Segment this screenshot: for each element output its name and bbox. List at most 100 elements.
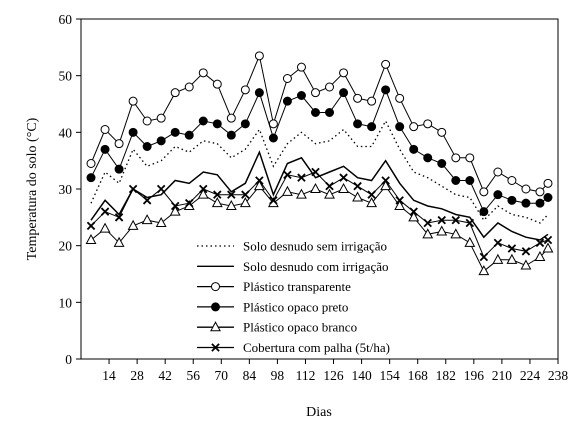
data-point [212, 79, 222, 89]
data-point [507, 176, 517, 185]
data-point [155, 216, 167, 227]
data-point [479, 187, 489, 197]
legend-item: Cobertura com palha (5t/ha) [197, 340, 390, 355]
data-point [437, 159, 447, 168]
data-point [353, 93, 363, 103]
data-point [100, 207, 110, 216]
legend-item: Solo desnudo sem irrigação [197, 239, 387, 254]
data-point [211, 302, 220, 312]
data-point [353, 119, 363, 129]
data-point [465, 176, 475, 185]
data-point [352, 191, 364, 202]
x-tick-label: 112 [296, 368, 316, 383]
data-point [142, 142, 152, 151]
data-point [128, 127, 138, 137]
data-point [114, 139, 124, 149]
series-line [90, 54, 549, 193]
data-point [437, 215, 446, 225]
data-point [395, 196, 404, 205]
data-point [409, 144, 419, 154]
series-line [90, 171, 549, 258]
data-point [521, 198, 531, 208]
series-4 [85, 180, 554, 276]
data-point [297, 173, 306, 182]
data-point [212, 119, 222, 129]
data-point [465, 153, 475, 163]
y-tick-label: 40 [59, 125, 73, 140]
data-point [156, 136, 166, 146]
data-point [543, 178, 553, 188]
data-point [128, 184, 138, 194]
legend-label: Plástico opaco branco [243, 320, 357, 335]
x-tick-label: 168 [408, 368, 429, 383]
data-point [367, 122, 377, 132]
x-tick-label: 28 [130, 368, 144, 383]
legend-label: Plástico opaco preto [243, 299, 348, 314]
data-point [423, 119, 433, 129]
data-point [156, 184, 166, 194]
y-axis-title: Temperatura do solo (°C) [25, 117, 40, 260]
data-point [170, 201, 180, 211]
data-point [184, 82, 194, 92]
data-point [283, 170, 292, 180]
data-point [197, 188, 209, 199]
x-tick-label: 70 [215, 368, 229, 383]
x-tick-label: 84 [243, 368, 257, 383]
x-tick-label: 196 [464, 368, 485, 383]
data-point [86, 159, 96, 168]
data-point [507, 244, 517, 253]
legend-label: Solo desnudo sem irrigação [243, 239, 387, 254]
x-axis: 14 28 42 56 70 84 98 112 126 140 154 168 182 196 210 22… [102, 359, 568, 383]
data-point [381, 59, 391, 69]
data-point [325, 82, 335, 92]
data-point [282, 96, 292, 106]
x-tick-label: 224 [520, 368, 541, 383]
legend-label: Solo desnudo com irrigação [243, 259, 389, 274]
series-1 [90, 150, 549, 241]
data-point [269, 196, 278, 205]
data-point [520, 259, 532, 270]
data-point [451, 176, 461, 185]
data-point [381, 176, 390, 185]
data-point [127, 219, 139, 230]
data-point [213, 190, 222, 199]
data-point [100, 125, 110, 134]
data-point [534, 250, 546, 261]
y-tick-label: 0 [65, 352, 72, 367]
series-line [90, 150, 549, 241]
series-0 [90, 119, 549, 224]
data-point [542, 242, 554, 253]
data-point [521, 184, 531, 194]
data-point [423, 153, 433, 163]
data-point [339, 68, 349, 78]
x-tick-label: 14 [102, 368, 116, 383]
y-tick-label: 30 [59, 182, 73, 197]
data-point [156, 113, 166, 123]
data-point [437, 127, 447, 137]
series-line [90, 88, 549, 213]
data-point [451, 215, 461, 225]
data-point [367, 96, 377, 106]
data-point [226, 113, 236, 123]
x-tick-label: 182 [436, 368, 456, 383]
data-point [254, 88, 264, 98]
x-tick-label: 154 [380, 368, 401, 383]
data-point [199, 184, 208, 194]
data-point [241, 190, 250, 199]
data-point [198, 68, 208, 78]
data-point [268, 119, 278, 129]
data-point [253, 180, 265, 191]
data-point [296, 91, 306, 100]
data-point [408, 211, 420, 222]
legend: Solo desnudo sem irrigação Solo desnudo c… [197, 239, 390, 355]
data-point [543, 235, 553, 245]
data-point [113, 236, 125, 247]
data-point [535, 187, 545, 197]
x-tick-label: 210 [492, 368, 513, 383]
data-point [380, 180, 392, 191]
data-point [239, 197, 251, 208]
data-point [240, 85, 250, 95]
data-point [311, 167, 320, 177]
data-point [535, 198, 545, 208]
data-point [507, 195, 517, 205]
